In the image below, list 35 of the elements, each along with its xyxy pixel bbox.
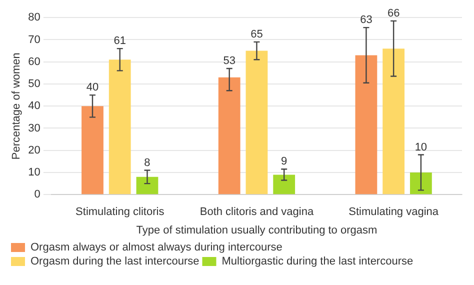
legend-label: Multiorgastic during the last intercourse <box>222 256 414 268</box>
y-tick-label: 0 <box>34 188 40 201</box>
bar <box>355 55 378 194</box>
data-label: 10 <box>414 141 428 154</box>
y-tick-label: 20 <box>28 144 40 156</box>
data-label: 63 <box>360 14 372 26</box>
y-tick-label: 50 <box>28 78 40 90</box>
y-axis-title: Percentage of women <box>10 52 23 160</box>
x-tick-label: Stimulating vagina <box>348 206 440 218</box>
data-label: 61 <box>114 35 126 48</box>
legend-label: Orgasm always or almost always during intercourse <box>30 242 282 254</box>
bar <box>136 176 158 194</box>
y-tick-label: 70 <box>28 34 40 46</box>
y-tick-label: 60 <box>28 56 40 68</box>
y-tick-label: 40 <box>28 100 40 112</box>
x-tick-label: Both clitoris and vagina <box>200 206 314 218</box>
bar <box>218 77 240 194</box>
y-tick-label: 30 <box>28 122 40 134</box>
data-label: 40 <box>86 82 99 94</box>
x-tick-label: Stimulating clitoris <box>76 206 165 218</box>
legend-label: Orgasm during the last intercourse <box>30 256 200 268</box>
bar <box>246 50 268 194</box>
bar <box>108 60 131 194</box>
data-label: 8 <box>144 156 150 169</box>
y-tick-label: 80 <box>28 12 40 24</box>
data-label: 9 <box>281 156 288 168</box>
bar <box>82 106 104 194</box>
x-axis-title: Type of stimulation usually contributing to orgasm <box>136 224 378 236</box>
data-label: 66 <box>387 7 400 20</box>
bar <box>382 48 405 194</box>
data-label: 53 <box>223 55 236 68</box>
bar <box>410 172 432 194</box>
y-tick-label: 10 <box>28 166 40 179</box>
data-label: 65 <box>250 28 263 40</box>
bar <box>273 174 296 194</box>
